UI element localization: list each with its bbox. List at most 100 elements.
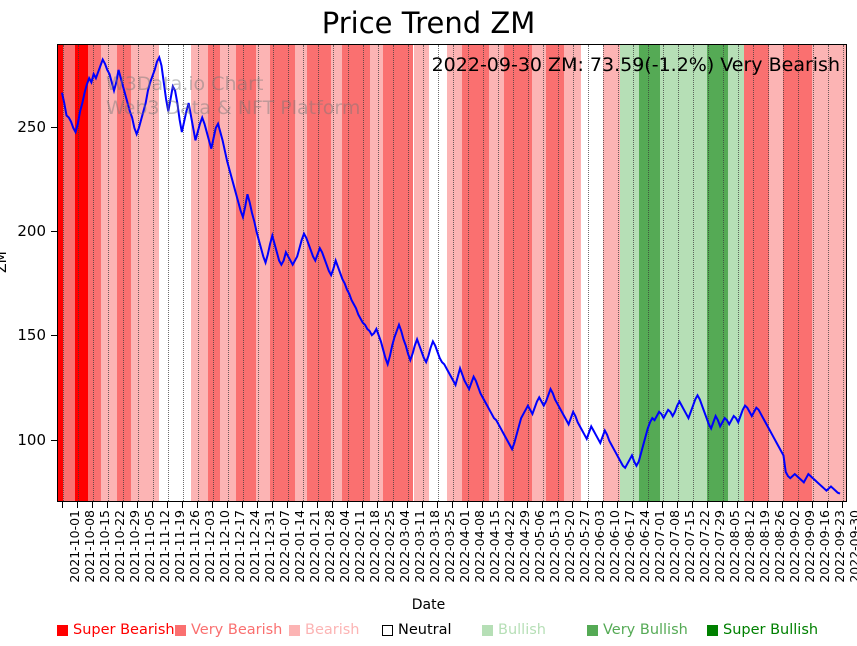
sentiment-band (546, 45, 564, 501)
x-tick-label: 2022-04-08 (472, 510, 488, 583)
watermark-line-2: Web3 Data & NFT Platform (106, 97, 361, 119)
x-tick-mark (647, 502, 649, 508)
x-tick-label: 2022-01-07 (276, 510, 292, 583)
x-tick-mark (497, 502, 499, 508)
legend-label: Very Bullish (603, 622, 688, 638)
x-tick-label: 2021-12-24 (246, 510, 262, 583)
x-tick-label: 2022-01-14 (291, 510, 307, 583)
x-tick-label: 2022-04-15 (487, 510, 503, 583)
sentiment-band (532, 45, 547, 501)
sentiment-band (342, 45, 371, 501)
x-tick-mark (632, 502, 634, 508)
x-tick-mark (812, 502, 814, 508)
x-tick-mark (301, 502, 303, 508)
legend-label: Bullish (498, 622, 546, 638)
x-tick-label: 2022-09-09 (802, 510, 818, 583)
x-tick-mark (76, 502, 78, 508)
x-tick-mark (136, 502, 138, 508)
x-tick-mark (482, 502, 484, 508)
y-tick-label: 200 (17, 222, 46, 241)
x-tick-mark (421, 502, 423, 508)
legend-item[interactable]: Very Bearish (175, 620, 282, 640)
y-tick-label: 100 (17, 430, 46, 449)
legend-label: Super Bullish (723, 622, 819, 638)
sentiment-band (659, 45, 679, 501)
sentiment-band (638, 45, 660, 501)
y-tick-label: 250 (17, 118, 46, 137)
legend-item[interactable]: Very Bullish (587, 620, 688, 640)
legend-item[interactable]: Super Bearish (57, 620, 175, 640)
x-tick-label: 2022-02-11 (351, 510, 367, 583)
x-tick-label: 2022-07-15 (682, 510, 698, 583)
x-tick-label: 2022-06-24 (637, 510, 653, 583)
x-tick-mark (512, 502, 514, 508)
x-tick-label: 2022-04-01 (457, 510, 472, 583)
x-tick-mark (677, 502, 679, 508)
x-tick-label: 2022-02-04 (336, 510, 352, 583)
x-tick-label: 2021-11-12 (156, 510, 172, 583)
sentiment-band (190, 45, 209, 501)
x-tick-label: 2021-10-08 (81, 510, 97, 583)
x-tick-mark (91, 502, 93, 508)
plot-area[interactable]: W3Data.io Chart Web3 Data & NFT Platform… (57, 44, 847, 502)
sentiment-band (75, 45, 88, 501)
x-tick-mark (406, 502, 408, 508)
legend-item[interactable]: Neutral (382, 620, 452, 640)
x-tick-label: 2021-12-17 (231, 510, 247, 583)
sentiment-band (130, 45, 160, 501)
x-tick-mark (662, 502, 664, 508)
x-tick-mark (196, 502, 198, 508)
x-tick-mark (737, 502, 739, 508)
legend-item[interactable]: Bullish (482, 620, 546, 640)
x-tick-mark (346, 502, 348, 508)
x-tick-mark (241, 502, 243, 508)
legend-label: Bearish (305, 622, 360, 638)
x-tick-mark (467, 502, 469, 508)
legend-item[interactable]: Super Bullish (707, 620, 818, 640)
x-tick-mark (797, 502, 799, 508)
x-tick-label: 2021-10-15 (96, 510, 112, 583)
x-tick-label: 2022-08-19 (757, 510, 773, 583)
x-tick-mark (106, 502, 108, 508)
x-tick-mark (376, 502, 378, 508)
legend-swatch-icon (289, 624, 300, 636)
sentiment-band (678, 45, 708, 501)
x-tick-mark (827, 502, 829, 508)
x-tick-mark (452, 502, 453, 508)
legend-label: Very Bearish (191, 622, 283, 638)
x-tick-mark (587, 502, 589, 508)
x-tick-mark (692, 502, 694, 508)
x-tick-label: 2021-10-29 (126, 510, 142, 583)
sentiment-band (370, 45, 384, 501)
x-tick-label: 2021-12-03 (201, 510, 217, 583)
sentiment-band (255, 45, 270, 501)
x-tick-label: 2022-01-21 (306, 510, 322, 583)
sentiment-band (580, 45, 604, 501)
legend-label: Neutral (398, 622, 452, 638)
sentiment-band (208, 45, 220, 501)
x-tick-label: 2021-10-22 (111, 510, 127, 583)
legend-swatch-icon (57, 624, 68, 636)
x-tick-mark (782, 502, 784, 508)
x-tick-label: 2022-04-22 (502, 510, 518, 583)
x-tick-mark (542, 502, 544, 508)
sentiment-band (413, 45, 430, 501)
x-tick-label: 2022-03-25 (441, 510, 457, 583)
x-tick-label: 2022-06-17 (622, 510, 638, 583)
x-tick-label: 2022-08-26 (772, 510, 788, 583)
x-tick-label: 2022-02-25 (381, 510, 397, 583)
x-tick-label: 2022-03-18 (426, 510, 442, 583)
x-tick-mark (361, 502, 363, 508)
legend-item[interactable]: Bearish (289, 620, 360, 640)
x-tick-mark (256, 502, 258, 508)
y-tick-mark (51, 231, 57, 233)
x-tick-label: 2022-08-05 (727, 510, 743, 583)
x-tick-mark (286, 502, 288, 508)
x-tick-mark (842, 502, 844, 508)
x-tick-label: 2022-09-23 (832, 510, 848, 583)
x-tick-label: 2022-05-27 (577, 510, 593, 583)
x-tick-label: 2022-01-28 (321, 510, 337, 583)
x-tick-label: 2021-11-05 (141, 510, 157, 583)
sentiment-band (117, 45, 131, 501)
sentiment-band (62, 45, 76, 501)
